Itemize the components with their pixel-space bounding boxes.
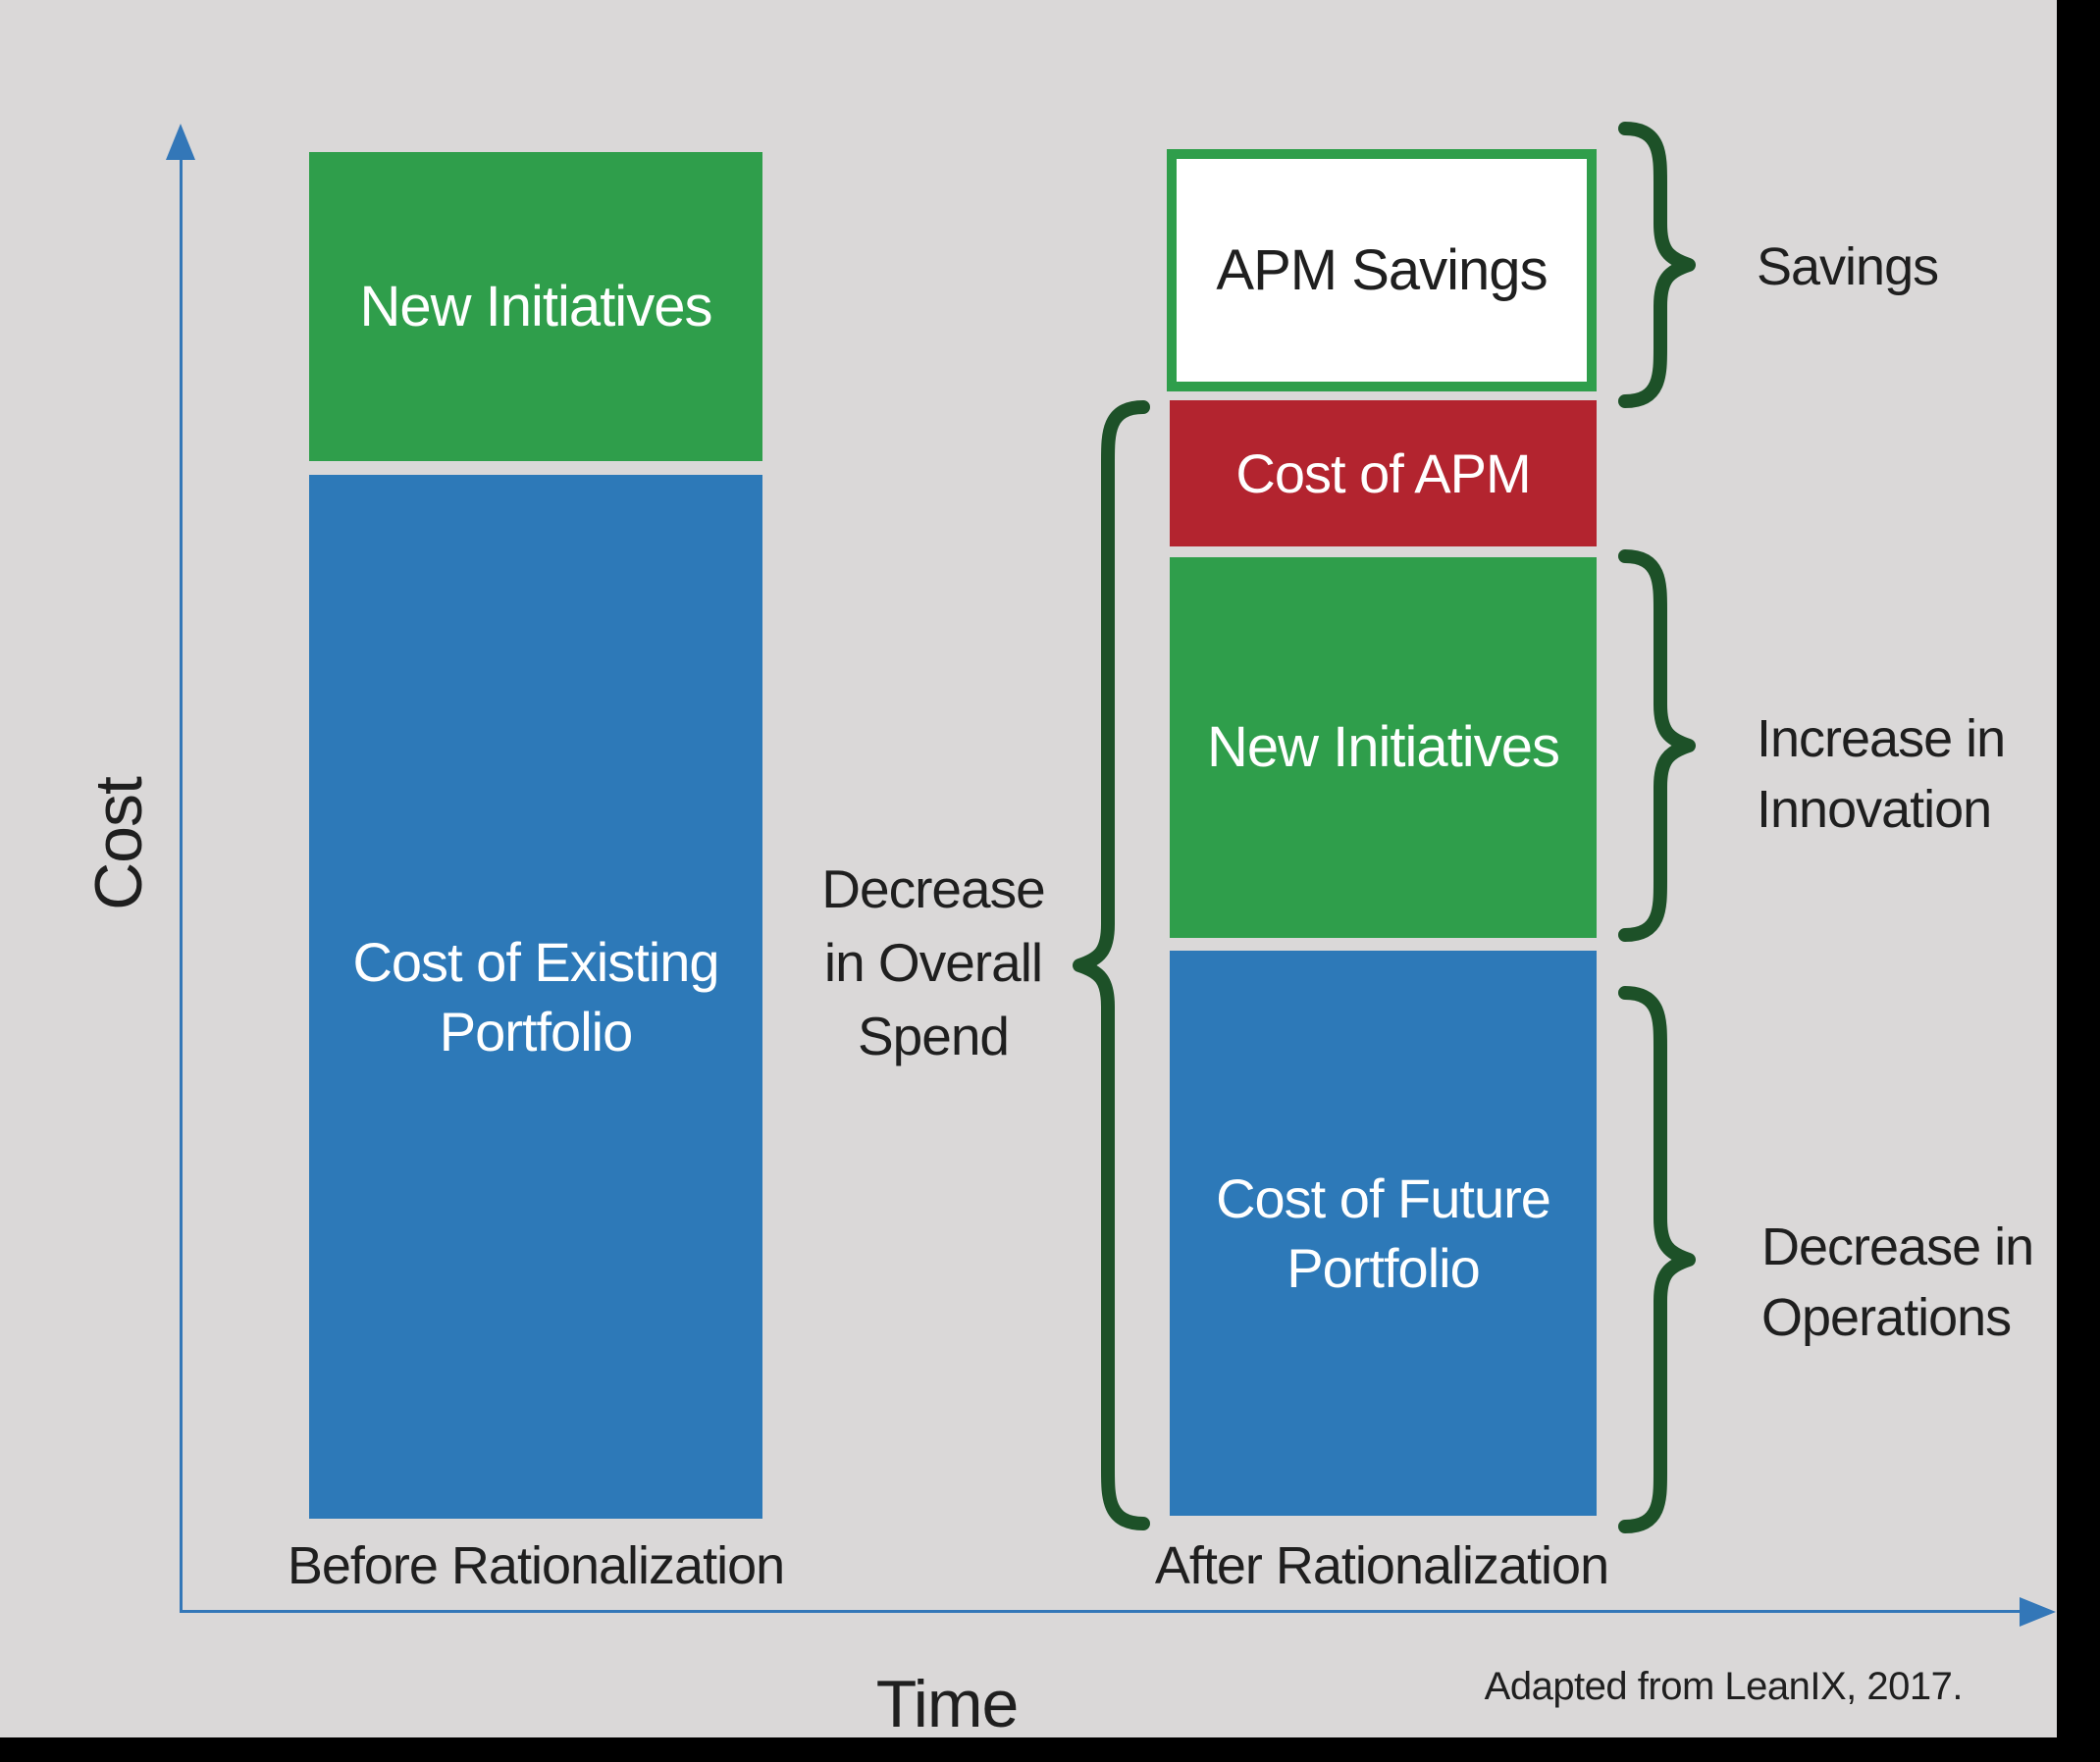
overall-spend-brace-icon (1073, 400, 1150, 1530)
x-axis-arrow-icon (2020, 1597, 2056, 1627)
annotation-line1: Decrease (821, 858, 1045, 919)
annotation-line2: in Overall (823, 932, 1043, 993)
innovation-brace-icon (1618, 549, 1696, 942)
annotation-line3: Spend (857, 1006, 1010, 1066)
before-bar-category-label: Before Rationalization (287, 1536, 785, 1595)
segment-label-line2: Portfolio (1286, 1237, 1480, 1299)
before-bar-segment-new-initiatives: New Initiatives (309, 152, 762, 461)
segment-label-line1: Cost of Existing (352, 930, 719, 993)
decrease-overall-spend-annotation: Decrease in Overall Spend (776, 853, 1090, 1073)
annotation-line1: Increase in (1757, 709, 2006, 768)
segment-label-line2: Portfolio (439, 1001, 633, 1062)
y-axis-title: Cost (81, 777, 156, 910)
after-bar-category-label: After Rationalization (1154, 1536, 1609, 1595)
after-bar-segment-new-initiatives: New Initiatives (1170, 557, 1597, 938)
segment-label: APM Savings (1216, 238, 1548, 302)
savings-brace-icon (1618, 122, 1696, 408)
savings-annotation: Savings (1757, 237, 1939, 296)
operations-brace-icon (1618, 986, 1696, 1533)
segment-label-line1: Cost of Future (1216, 1166, 1551, 1229)
y-axis-line (180, 155, 183, 1613)
annotation-line1: Decrease in (1761, 1218, 2034, 1276)
source-caption: Adapted from LeanIX, 2017. (1484, 1665, 1964, 1708)
segment-label: Cost of APM (1235, 441, 1531, 504)
after-bar-segment-future-portfolio: Cost of Future Portfolio (1170, 951, 1597, 1516)
y-axis-arrow-icon (166, 124, 195, 160)
segment-label: New Initiatives (359, 274, 713, 338)
annotation-line2: Operations (1761, 1288, 2012, 1347)
bottom-frame-bar (0, 1737, 2100, 1762)
x-axis-title: Time (875, 1667, 1020, 1741)
right-frame-bar (2057, 0, 2100, 1762)
after-bar-segment-apm-savings: APM Savings (1167, 149, 1597, 391)
after-bar-segment-cost-of-apm: Cost of APM (1170, 400, 1597, 546)
decrease-operations-annotation: Decrease in Operations (1761, 1212, 2034, 1353)
x-axis-line (181, 1610, 2023, 1613)
segment-label: New Initiatives (1207, 715, 1560, 780)
increase-innovation-annotation: Increase in Innovation (1757, 703, 2006, 845)
before-bar-segment-existing-portfolio: Cost of Existing Portfolio (309, 475, 762, 1519)
annotation-line2: Innovation (1757, 780, 1992, 839)
